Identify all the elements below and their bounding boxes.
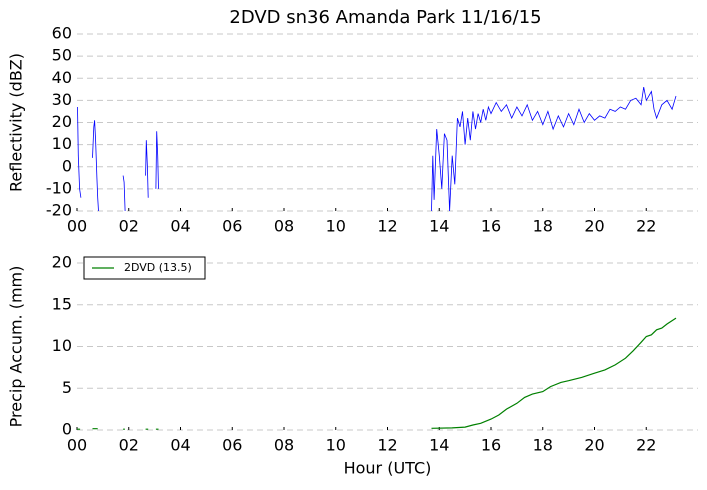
legend-label: 2DVD (13.5) [124,261,192,274]
y-tick-label: -10 [46,178,72,197]
x-tick-label: 16 [481,217,501,236]
x-tick-label: 04 [170,217,190,236]
chart-title: 2DVD sn36 Amanda Park 11/16/15 [229,7,541,28]
y-tick-label: 10 [52,336,72,355]
x-tick-label: 06 [222,217,242,236]
x-tick-label: 12 [377,436,397,455]
x-tick-label: 12 [377,217,397,236]
x-tick-label: 02 [119,436,139,455]
x-tick-label: 18 [533,436,553,455]
x-tick-label: 18 [533,217,553,236]
y-tick-label: 40 [52,68,72,87]
x-tick-label: 22 [636,217,656,236]
x-tick-label: 10 [326,217,346,236]
x-tick-label: 10 [326,436,346,455]
x-tick-label: 04 [170,436,190,455]
x-tick-label: 14 [429,436,449,455]
y-axis-label: Reflectivity (dBZ) [7,53,26,192]
x-tick-label: 20 [584,436,604,455]
x-tick-label: 20 [584,217,604,236]
x-tick-label: 16 [481,436,501,455]
x-tick-label: 08 [274,436,294,455]
y-tick-label: 0 [62,156,72,175]
x-tick-label: 00 [67,436,87,455]
y-tick-label: 20 [52,112,72,131]
y-tick-label: 15 [52,294,72,313]
y-tick-label: 30 [52,90,72,109]
data-line [77,317,677,430]
y-tick-label: 0 [62,420,72,439]
x-axis-label: Hour (UTC) [344,459,432,478]
x-tick-label: 14 [429,217,449,236]
y-tick-label: -20 [46,201,72,220]
x-tick-label: 06 [222,436,242,455]
x-tick-label: 00 [67,217,87,236]
y-tick-label: 5 [62,378,72,397]
data-line [77,87,677,212]
legend-box [83,256,206,280]
y-tick-label: 20 [52,253,72,272]
y-tick-label: 10 [52,134,72,153]
x-tick-label: 02 [119,217,139,236]
y-axis-label: Precip Accum. (mm) [7,266,26,428]
y-tick-label: 50 [52,46,72,65]
x-tick-label: 22 [636,436,656,455]
legend: 2DVD (13.5) [83,256,206,280]
y-tick-label: 60 [52,24,72,43]
x-tick-label: 08 [274,217,294,236]
